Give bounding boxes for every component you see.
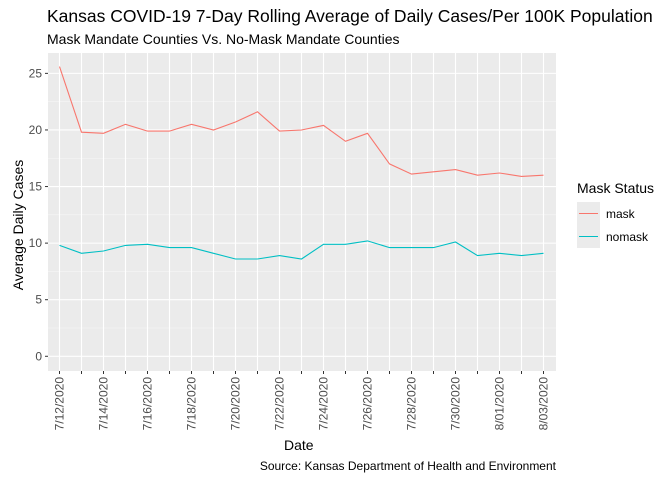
x-tick-label: 7/26/2020 — [361, 377, 375, 431]
y-tick-label: 5 — [35, 293, 42, 307]
x-tick-label: 8/03/2020 — [537, 377, 551, 431]
x-tick-label: 7/14/2020 — [97, 377, 111, 431]
legend-title: Mask Status — [577, 180, 655, 196]
x-tick-label: 7/16/2020 — [141, 377, 155, 431]
legend-item-nomask: nomask — [577, 225, 654, 248]
x-tick-label: 7/20/2020 — [229, 377, 243, 431]
y-tick-label: 15 — [29, 180, 43, 194]
legend-key-nomask — [577, 225, 600, 248]
y-tick-label: 0 — [35, 349, 42, 363]
legend-label-mask: mask — [606, 206, 635, 221]
x-tick-label: 7/30/2020 — [449, 377, 463, 431]
chart-subtitle: Mask Mandate Counties Vs. No-Mask Mandat… — [47, 31, 400, 47]
x-tick-label: 7/22/2020 — [273, 377, 287, 431]
x-axis-label: Date — [284, 437, 314, 453]
series-line-mask — [58, 66, 544, 177]
series-line-nomask — [59, 240, 544, 260]
y-axis-label: Average Daily Cases — [10, 159, 26, 291]
x-tick-label: 7/28/2020 — [405, 377, 419, 431]
y-tick-label: 10 — [29, 236, 43, 250]
source-caption: Source: Kansas Department of Health and … — [259, 459, 556, 473]
legend-label-nomask: nomask — [606, 229, 649, 244]
legend-key-mask — [577, 202, 600, 225]
legend: Mask Status mask nomask — [577, 180, 654, 248]
y-tick-label: 20 — [29, 123, 43, 137]
x-tick-label: 7/18/2020 — [185, 377, 199, 431]
x-tick-label: 7/24/2020 — [317, 377, 331, 431]
x-tick-label: 7/12/2020 — [53, 377, 67, 431]
chart-title: Kansas COVID-19 7-Day Rolling Average of… — [47, 6, 653, 26]
legend-item-mask: mask — [577, 202, 654, 225]
y-tick-label: 25 — [29, 66, 43, 80]
x-tick-label: 8/01/2020 — [493, 377, 507, 431]
